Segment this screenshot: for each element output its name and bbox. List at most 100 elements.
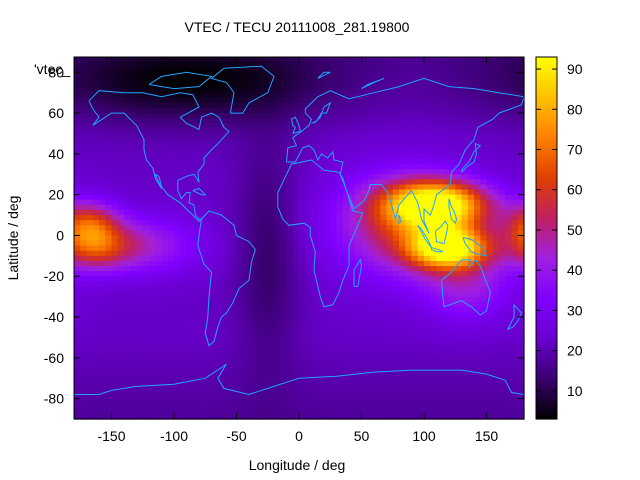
heatmap-cell <box>355 225 363 231</box>
heatmap-cell <box>161 296 169 303</box>
heatmap-cell <box>330 67 338 73</box>
heatmap-cell <box>380 291 388 298</box>
heatmap-cell <box>380 57 388 63</box>
heatmap-cell <box>161 352 169 359</box>
heatmap-cell <box>161 362 169 369</box>
heatmap-cell <box>461 286 469 293</box>
heatmap-cell <box>92 388 100 395</box>
heatmap-cell <box>380 255 388 262</box>
heatmap-cell <box>161 286 169 293</box>
heatmap-cell <box>292 62 300 68</box>
heatmap-cell <box>386 332 394 339</box>
heatmap-cell <box>474 403 481 410</box>
heatmap-cell <box>217 143 225 150</box>
heatmap-cell <box>361 215 369 221</box>
heatmap-cell <box>124 373 131 379</box>
heatmap-cell <box>411 322 419 328</box>
heatmap-cell <box>336 311 344 318</box>
heatmap-cell <box>505 311 513 318</box>
heatmap-cell <box>186 123 194 129</box>
heatmap-cell <box>292 153 300 160</box>
heatmap-cell <box>292 158 300 165</box>
heatmap-cell <box>305 403 313 410</box>
heatmap-cell <box>499 322 506 328</box>
heatmap-cell <box>342 148 350 155</box>
heatmap-cell <box>480 67 488 73</box>
heatmap-cell <box>399 276 406 282</box>
heatmap-cell <box>386 118 394 124</box>
heatmap-cell <box>224 260 231 267</box>
heatmap-cell <box>405 398 413 405</box>
heatmap-cell <box>324 393 331 400</box>
heatmap-cell <box>167 97 175 104</box>
heatmap-cell <box>217 92 225 99</box>
heatmap-cell <box>411 184 419 191</box>
heatmap-cell <box>142 408 150 415</box>
heatmap-cell <box>205 164 213 170</box>
heatmap-cell <box>292 362 300 369</box>
heatmap-cell <box>192 199 200 206</box>
heatmap-cell <box>199 57 206 63</box>
heatmap-cell <box>161 398 169 405</box>
heatmap-cell <box>492 220 500 226</box>
heatmap-cell <box>292 72 300 78</box>
heatmap-cell <box>442 194 450 201</box>
heatmap-cell <box>167 240 175 247</box>
heatmap-cell <box>336 327 344 333</box>
heatmap-cell <box>417 87 425 94</box>
heatmap-cell <box>174 250 181 257</box>
heatmap-cell <box>249 368 256 374</box>
heatmap-cell <box>480 174 488 180</box>
heatmap-cell <box>442 107 450 114</box>
heatmap-cell <box>355 118 363 124</box>
heatmap-cell <box>111 77 119 84</box>
heatmap-cell <box>124 72 131 78</box>
heatmap-cell <box>205 158 213 165</box>
heatmap-cell <box>117 128 125 135</box>
heatmap-cell <box>286 128 294 135</box>
heatmap-cell <box>324 383 331 390</box>
heatmap-cell <box>180 255 188 262</box>
heatmap-cell <box>92 215 100 221</box>
heatmap-cell <box>474 296 481 303</box>
heatmap-cell <box>474 215 481 221</box>
heatmap-cell <box>261 194 269 201</box>
heatmap-cell <box>92 245 100 252</box>
heatmap-cell <box>299 322 306 328</box>
heatmap-cell <box>380 286 388 293</box>
heatmap-cell <box>311 301 319 308</box>
heatmap-cell <box>461 138 469 145</box>
heatmap-cell <box>492 255 500 262</box>
heatmap-cell <box>336 225 344 231</box>
heatmap-cell <box>311 102 319 109</box>
heatmap-cell <box>105 118 113 124</box>
heatmap-cell <box>211 235 219 242</box>
heatmap-cell <box>155 378 163 384</box>
heatmap-cell <box>492 174 500 180</box>
heatmap-cell <box>280 174 288 180</box>
heatmap-cell <box>80 92 88 99</box>
heatmap-cell <box>499 174 506 180</box>
heatmap-cell <box>124 169 131 175</box>
heatmap-cell <box>336 317 344 323</box>
heatmap-cell <box>386 107 394 114</box>
heatmap-cell <box>280 388 288 395</box>
heatmap-cell <box>311 230 319 237</box>
heatmap-cell <box>224 322 231 328</box>
heatmap-cell <box>99 82 106 89</box>
heatmap-cell <box>467 342 475 349</box>
heatmap-cell <box>517 92 525 99</box>
heatmap-cell <box>286 189 294 196</box>
heatmap-cell <box>342 276 350 282</box>
heatmap-cell <box>192 276 200 282</box>
heatmap-cell <box>192 301 200 308</box>
heatmap-cell <box>380 388 388 395</box>
heatmap-cell <box>142 128 150 135</box>
heatmap-cell <box>380 260 388 267</box>
heatmap-cell <box>342 286 350 293</box>
heatmap-cell <box>230 128 238 135</box>
heatmap-cell <box>311 72 319 78</box>
heatmap-cell <box>336 138 344 145</box>
heatmap-cell <box>374 179 381 186</box>
heatmap-cell <box>449 398 456 405</box>
